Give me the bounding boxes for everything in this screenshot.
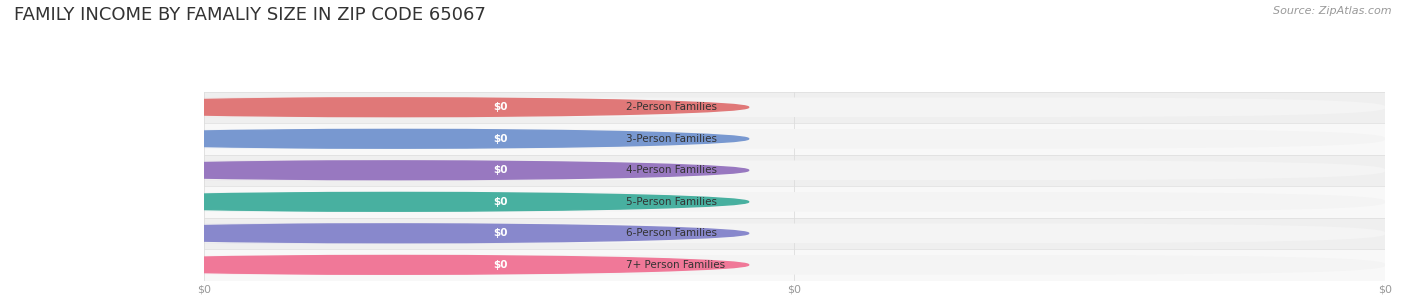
FancyBboxPatch shape (204, 98, 1385, 117)
FancyBboxPatch shape (204, 224, 1385, 243)
Text: 2-Person Families: 2-Person Families (626, 102, 717, 112)
Bar (204, 155, 1385, 186)
FancyBboxPatch shape (204, 192, 1385, 212)
Circle shape (46, 192, 748, 211)
Bar (204, 123, 1385, 155)
Text: 7+ Person Families: 7+ Person Families (626, 260, 724, 270)
Circle shape (46, 224, 748, 243)
Text: $0: $0 (494, 134, 508, 144)
Text: 4-Person Families: 4-Person Families (626, 165, 717, 175)
Text: FAMILY INCOME BY FAMALIY SIZE IN ZIP CODE 65067: FAMILY INCOME BY FAMALIY SIZE IN ZIP COD… (14, 6, 486, 24)
Text: $0: $0 (494, 165, 508, 175)
Text: $0: $0 (494, 228, 508, 238)
Text: 3-Person Families: 3-Person Families (626, 134, 717, 144)
FancyBboxPatch shape (204, 129, 1385, 149)
FancyBboxPatch shape (186, 192, 534, 212)
Text: Source: ZipAtlas.com: Source: ZipAtlas.com (1274, 6, 1392, 16)
Bar (204, 92, 1385, 123)
Circle shape (46, 129, 748, 148)
Bar (204, 186, 1385, 217)
Circle shape (46, 161, 748, 180)
Text: $0: $0 (494, 197, 508, 207)
Text: $0: $0 (494, 260, 508, 270)
Bar (204, 249, 1385, 281)
FancyBboxPatch shape (186, 255, 534, 274)
Text: $0: $0 (494, 102, 508, 112)
Text: 6-Person Families: 6-Person Families (626, 228, 717, 238)
FancyBboxPatch shape (186, 98, 534, 117)
FancyBboxPatch shape (186, 160, 534, 180)
Text: 5-Person Families: 5-Person Families (626, 197, 717, 207)
FancyBboxPatch shape (204, 160, 1385, 180)
Bar (204, 217, 1385, 249)
FancyBboxPatch shape (204, 255, 1385, 274)
FancyBboxPatch shape (186, 129, 534, 149)
FancyBboxPatch shape (186, 224, 534, 243)
Circle shape (46, 256, 748, 274)
Circle shape (46, 98, 748, 117)
